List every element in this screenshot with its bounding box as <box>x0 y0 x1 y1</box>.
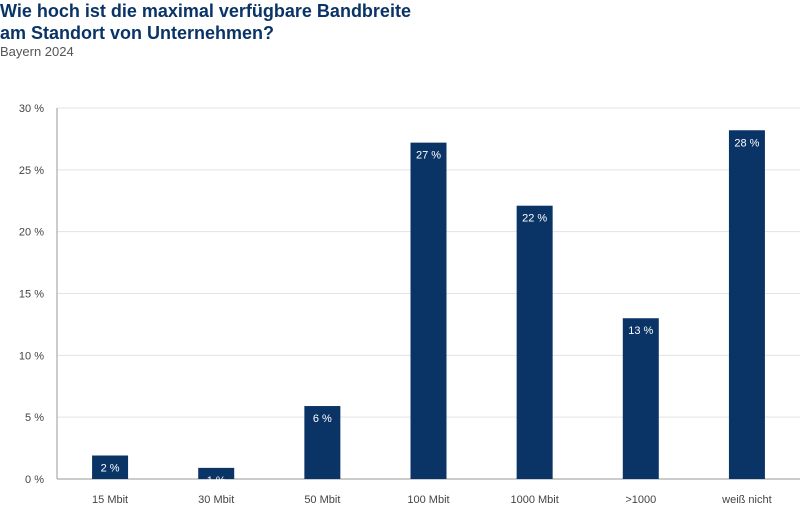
y-tick-label: 5 % <box>25 412 44 424</box>
bar-value-label: 28 % <box>734 137 759 149</box>
y-tick-label: 25 % <box>19 165 44 177</box>
y-tick-label: 15 % <box>19 289 44 301</box>
bar <box>92 455 129 479</box>
bar-value-label: 2 % <box>101 463 120 475</box>
bar <box>304 406 341 479</box>
chart-title-line-1: Wie hoch ist die maximal verfügbare Band… <box>0 1 411 21</box>
bar-value-label: 1 % <box>207 475 226 487</box>
y-tick-label: 10 % <box>19 350 44 362</box>
x-category-label: 30 Mbit <box>198 494 234 506</box>
y-tick-label: 0 % <box>25 474 44 486</box>
x-category-label: 1000 Mbit <box>510 494 558 506</box>
x-category-label: 100 Mbit <box>407 494 449 506</box>
bar-value-label: 22 % <box>522 213 547 225</box>
bar-value-label: 27 % <box>416 150 441 162</box>
x-category-label: weiß nicht <box>721 494 772 506</box>
x-category-label: 50 Mbit <box>304 494 340 506</box>
bar <box>198 467 235 479</box>
bar <box>622 318 659 479</box>
y-tick-label: 20 % <box>19 227 44 239</box>
chart-subtitle: Bayern 2024 <box>0 44 74 59</box>
bar-value-label: 6 % <box>313 413 332 425</box>
bar-value-label: 13 % <box>628 325 653 337</box>
chart-title: Wie hoch ist die maximal verfügbare Band… <box>0 0 780 44</box>
x-category-label: >1000 <box>625 494 656 506</box>
bar <box>516 205 553 480</box>
bar <box>410 142 447 480</box>
bar <box>728 130 765 479</box>
y-tick-label: 30 % <box>19 103 44 115</box>
chart-title-line-2: am Standort von Unternehmen? <box>0 23 275 43</box>
x-category-label: 15 Mbit <box>92 494 128 506</box>
